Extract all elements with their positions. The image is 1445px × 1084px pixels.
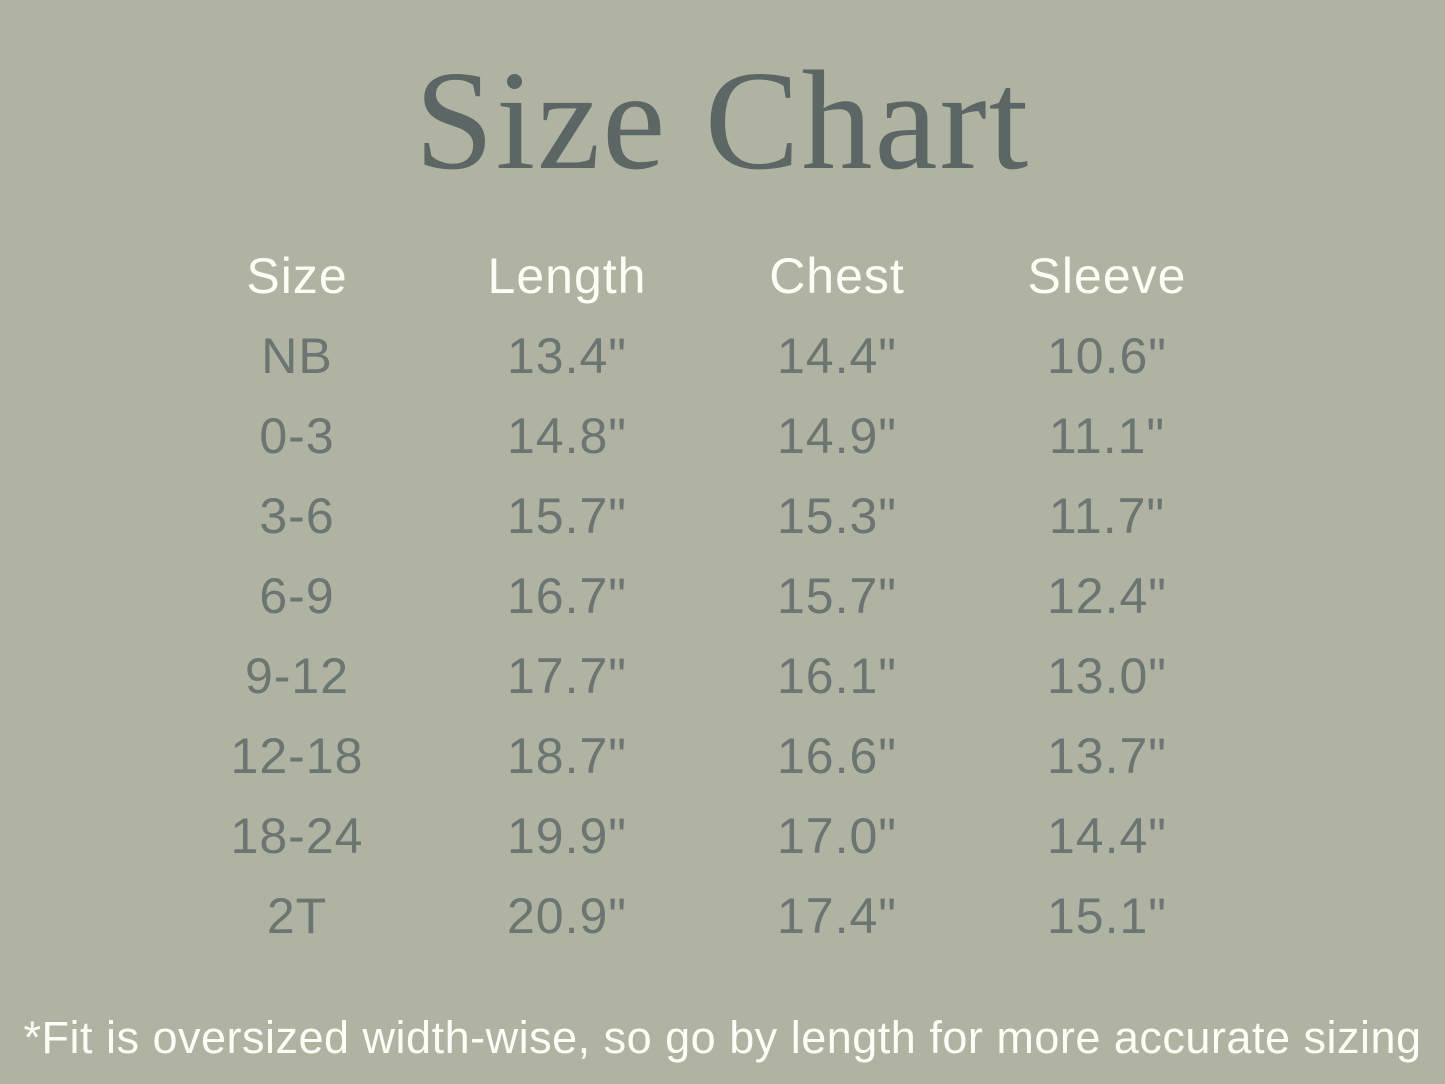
sleeve-value: 11.7" <box>1048 488 1166 545</box>
column-header-length: Length <box>487 248 647 305</box>
length-value: 19.9" <box>506 808 628 865</box>
size-label: 3-6 <box>259 488 335 545</box>
table-row-12-18: 12-18 18.7" 16.6" 13.7" <box>162 716 1242 796</box>
length-value: 14.8" <box>506 408 628 465</box>
size-label: 6-9 <box>259 568 335 625</box>
column-header-sleeve: Sleeve <box>1027 248 1187 305</box>
sleeve-value: 13.7" <box>1046 728 1168 785</box>
table-row-2t: 2T 20.9" 17.4" 15.1" <box>162 876 1242 956</box>
length-value: 13.4" <box>506 328 628 385</box>
chest-value: 16.1" <box>776 648 898 705</box>
table-row-18-24: 18-24 19.9" 17.0" 14.4" <box>162 796 1242 876</box>
chest-value: 15.7" <box>776 568 898 625</box>
size-label: 12-18 <box>230 728 364 785</box>
table-header-row: Size Length Chest Sleeve <box>162 236 1242 316</box>
length-value: 20.9" <box>506 888 628 945</box>
page-title: Size Chart <box>414 41 1031 199</box>
length-value: 18.7" <box>506 728 628 785</box>
size-label: 0-3 <box>259 408 335 465</box>
size-label: 9-12 <box>244 648 350 705</box>
sleeve-value: 14.4" <box>1046 808 1168 865</box>
chest-value: 17.4" <box>776 888 898 945</box>
column-header-size: Size <box>246 248 348 305</box>
fit-footnote: *Fit is oversized width-wise, so go by l… <box>23 1012 1422 1063</box>
column-header-chest: Chest <box>769 248 905 305</box>
size-table: Size Length Chest Sleeve NB 13.4" 14.4" … <box>162 236 1242 956</box>
chest-value: 14.9" <box>776 408 898 465</box>
sleeve-value: 12.4" <box>1046 568 1168 625</box>
chest-value: 17.0" <box>776 808 898 865</box>
sleeve-value: 13.0" <box>1046 648 1168 705</box>
length-value: 15.7" <box>506 488 628 545</box>
length-value: 16.7" <box>506 568 628 625</box>
table-row-3-6: 3-6 15.7" 15.3" 11.7" <box>162 476 1242 556</box>
sleeve-value: 10.6" <box>1046 328 1168 385</box>
size-label: 18-24 <box>230 808 364 865</box>
chest-value: 15.3" <box>776 488 898 545</box>
table-row-nb: NB 13.4" 14.4" 10.6" <box>162 316 1242 396</box>
table-row-0-3: 0-3 14.8" 14.9" 11.1" <box>162 396 1242 476</box>
size-label: NB <box>261 328 333 385</box>
table-row-6-9: 6-9 16.7" 15.7" 12.4" <box>162 556 1242 636</box>
sleeve-value: 11.1" <box>1048 408 1166 465</box>
chest-value: 14.4" <box>776 328 898 385</box>
chest-value: 16.6" <box>776 728 898 785</box>
size-label: 2T <box>266 888 328 945</box>
length-value: 17.7" <box>506 648 628 705</box>
table-row-9-12: 9-12 17.7" 16.1" 13.0" <box>162 636 1242 716</box>
sleeve-value: 15.1" <box>1046 888 1168 945</box>
